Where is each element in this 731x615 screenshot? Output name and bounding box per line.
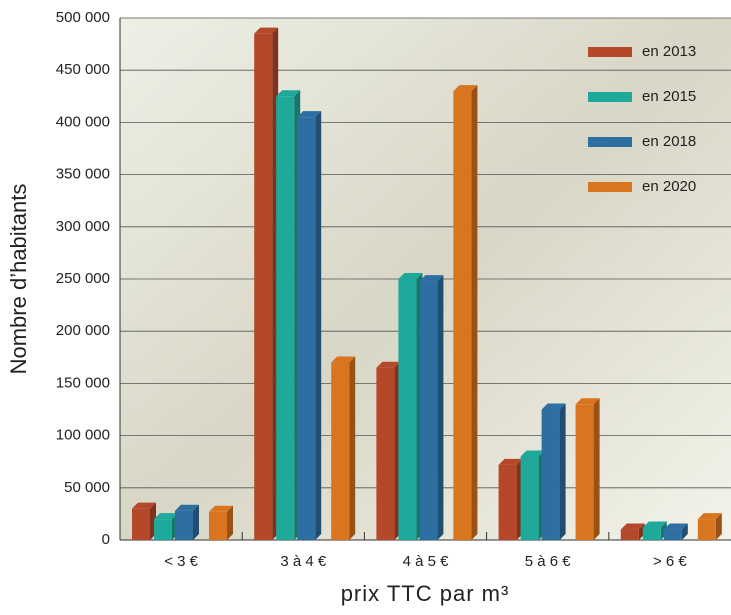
bar-side	[349, 356, 356, 540]
y-tick-label: 450 000	[56, 61, 110, 78]
bar-top	[520, 450, 545, 457]
bar	[132, 508, 150, 540]
bar-side	[193, 504, 199, 540]
bar	[331, 362, 350, 540]
bar	[520, 456, 539, 540]
bar	[154, 519, 172, 540]
bar	[498, 464, 517, 540]
y-tick-label: 300 000	[56, 218, 110, 235]
y-tick-label: 250 000	[56, 270, 110, 287]
bar-top	[297, 111, 322, 118]
y-tick-label: 200 000	[56, 322, 110, 339]
bar	[254, 33, 273, 540]
bar-top	[620, 523, 645, 530]
bar-top	[498, 458, 523, 465]
bar-side	[559, 403, 566, 540]
x-tick-label: 5 à 6 €	[525, 553, 572, 570]
legend-swatch	[588, 182, 632, 192]
bar-top	[209, 505, 233, 512]
bar	[376, 367, 395, 540]
bar-top	[175, 504, 199, 511]
legend-label: en 2020	[642, 178, 696, 195]
bar-top	[697, 513, 722, 520]
legend-swatch	[588, 137, 632, 147]
y-tick-label: 350 000	[56, 166, 110, 183]
y-tick-label: 500 000	[56, 9, 110, 26]
bar	[697, 519, 716, 540]
bar-side	[681, 523, 688, 540]
x-tick-label: 3 à 4 €	[280, 553, 327, 570]
y-tick-label: 100 000	[56, 427, 110, 444]
bar	[175, 510, 193, 540]
bar	[209, 511, 227, 540]
bar-top	[254, 27, 279, 34]
y-tick-label: 0	[102, 531, 110, 548]
bar-side	[227, 505, 233, 540]
bar	[663, 529, 682, 540]
x-axis-label: prix TTC par m³	[341, 581, 510, 606]
y-tick-label: 150 000	[56, 374, 110, 391]
bar	[620, 529, 639, 540]
legend-label: en 2013	[642, 43, 696, 60]
bar	[297, 117, 316, 541]
x-tick-label: < 3 €	[164, 553, 198, 570]
bar-side	[593, 398, 600, 540]
bar-top	[376, 361, 401, 368]
bar-top	[419, 275, 444, 282]
bar	[575, 404, 594, 540]
bar-top	[398, 273, 423, 279]
legend-label: en 2015	[642, 88, 696, 105]
y-axis-label: Nombre d’habitants	[6, 184, 31, 375]
bar-top	[453, 85, 478, 92]
x-tick-label: > 6 €	[653, 553, 687, 570]
legend-label: en 2018	[642, 133, 696, 150]
bar-top	[541, 403, 566, 410]
bar-top	[642, 521, 667, 528]
bar	[541, 409, 560, 540]
bar-top	[276, 90, 301, 97]
bar-top	[575, 398, 600, 405]
bar	[276, 96, 295, 541]
bar-top	[331, 356, 356, 363]
y-tick-label: 400 000	[56, 113, 110, 130]
bar	[398, 279, 417, 540]
y-tick-label: 50 000	[64, 479, 110, 496]
bar	[419, 281, 438, 540]
bar	[453, 91, 472, 540]
legend-swatch	[588, 47, 632, 57]
legend-swatch	[588, 92, 632, 102]
bar-top	[663, 523, 688, 530]
x-tick-label: 4 à 5 €	[403, 553, 450, 570]
bar-top	[132, 502, 156, 509]
bar-side	[437, 275, 444, 540]
bar-top	[154, 513, 178, 520]
bar	[642, 527, 661, 540]
bar-side	[471, 85, 478, 540]
bar-side	[315, 111, 322, 541]
bar-side	[715, 513, 722, 540]
